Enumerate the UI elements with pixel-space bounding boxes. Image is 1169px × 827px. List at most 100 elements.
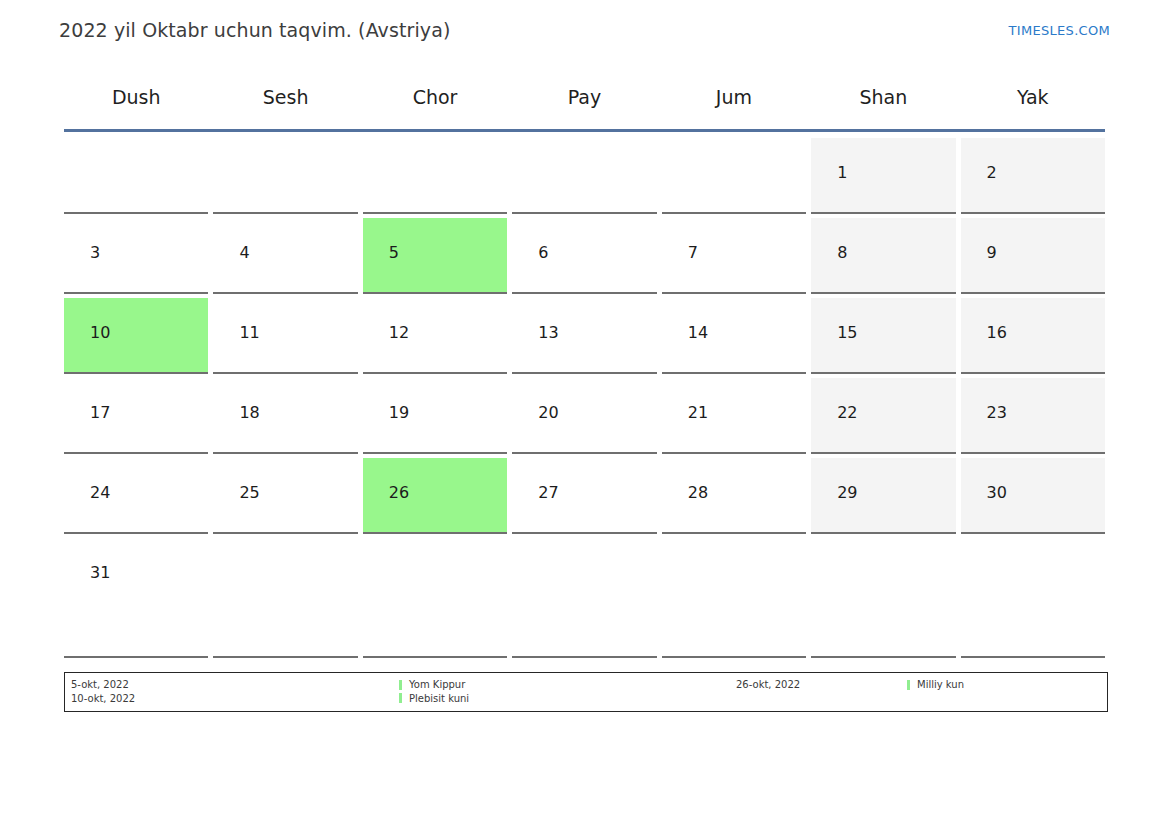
day-cell-8: 8 [811,218,955,294]
day-cell-26: 26 [363,458,507,534]
weekday-header-jum: Jum [662,86,806,109]
day-cell-13: 13 [512,298,656,374]
legend-events-column: Milliy kun [907,678,1107,692]
day-cell-17: 17 [64,378,208,454]
day-number: 20 [538,403,558,422]
day-cell-23: 23 [961,378,1105,454]
legend-box: 5-okt, 202210-okt, 2022Yom KippurPlebisi… [64,672,1108,712]
day-cell-11: 11 [213,298,357,374]
legend-line: 5-okt, 2022 [71,678,399,692]
day-cell-4: 4 [213,218,357,294]
day-number: 16 [987,323,1007,342]
legend-date: 10-okt, 2022 [71,692,135,706]
day-number: 4 [239,243,249,262]
day-cell-empty [662,538,806,658]
day-cell-20: 20 [512,378,656,454]
day-number: 17 [90,403,110,422]
day-cell-21: 21 [662,378,806,454]
day-cell-31: 31 [64,538,208,658]
day-cell-1: 1 [811,138,955,214]
day-cell-24: 24 [64,458,208,534]
day-number: 21 [688,403,708,422]
day-cell-empty [363,138,507,214]
brand-link[interactable]: TIMESLES.COM [1009,23,1110,38]
day-cell-empty [662,138,806,214]
day-cell-28: 28 [662,458,806,534]
day-number: 23 [987,403,1007,422]
legend-event-name: Milliy kun [917,678,964,692]
day-number: 7 [688,243,698,262]
legend-line: 26-okt, 2022 [736,678,907,692]
day-cell-19: 19 [363,378,507,454]
day-number: 22 [837,403,857,422]
legend-date: 5-okt, 2022 [71,678,129,692]
day-number: 27 [538,483,558,502]
day-cell-empty [961,538,1105,658]
day-cell-9: 9 [961,218,1105,294]
day-cell-16: 16 [961,298,1105,374]
day-cell-empty [213,538,357,658]
day-cell-7: 7 [662,218,806,294]
day-number: 14 [688,323,708,342]
day-cell-15: 15 [811,298,955,374]
day-cell-3: 3 [64,218,208,294]
day-number: 31 [90,563,110,582]
day-number: 2 [987,163,997,182]
weekday-header-row: DushSesh ChorPay JumShan Yak [64,75,1105,132]
legend-line: Yom Kippur [399,678,736,692]
day-cell-22: 22 [811,378,955,454]
legend-line: 10-okt, 2022 [71,692,399,706]
day-cell-12: 12 [363,298,507,374]
legend-dates-column: 26-okt, 2022 [736,678,907,692]
weekday-header-yak: Yak [961,86,1105,109]
day-number: 26 [389,483,409,502]
weekday-header-sesh: Sesh [213,86,357,109]
legend-line: Plebisit kuni [399,692,736,706]
holiday-marker-icon [399,693,402,703]
page-title: 2022 yil Oktabr uchun taqvim. (Avstriya) [59,19,450,41]
day-number: 13 [538,323,558,342]
day-cell-30: 30 [961,458,1105,534]
day-cell-6: 6 [512,218,656,294]
day-number: 30 [987,483,1007,502]
weekday-header-chor: Chor [363,86,507,109]
day-cell-empty [363,538,507,658]
holiday-marker-icon [399,680,402,690]
weekday-header-pay: Pay [512,86,656,109]
day-number: 1 [837,163,847,182]
page-header: 2022 yil Oktabr uchun taqvim. (Avstriya)… [59,19,1110,41]
day-cell-empty [512,538,656,658]
legend-dates-column: 5-okt, 202210-okt, 2022 [71,678,399,705]
day-number: 25 [239,483,259,502]
legend-events-column: Yom KippurPlebisit kuni [399,678,736,705]
calendar: DushSeshChorPayJumShanYak 12345678910111… [64,75,1105,658]
day-number: 10 [90,323,110,342]
day-cell-27: 27 [512,458,656,534]
day-number: 28 [688,483,708,502]
day-cell-2: 2 [961,138,1105,214]
day-number: 5 [389,243,399,262]
day-number: 3 [90,243,100,262]
day-number: 29 [837,483,857,502]
day-cell-18: 18 [213,378,357,454]
day-cell-empty [64,138,208,214]
weekday-header-shan: Shan [811,86,955,109]
day-number: 12 [389,323,409,342]
day-number: 24 [90,483,110,502]
day-cell-25: 25 [213,458,357,534]
legend-event-name: Plebisit kuni [409,692,469,706]
weekday-header-dush: Dush [64,86,208,109]
day-number: 11 [239,323,259,342]
legend-date: 26-okt, 2022 [736,678,800,692]
day-cell-empty [512,138,656,214]
day-cell-5: 5 [363,218,507,294]
day-number: 6 [538,243,548,262]
day-cell-14: 14 [662,298,806,374]
day-number: 8 [837,243,847,262]
day-number: 9 [987,243,997,262]
legend-line: Milliy kun [907,678,1107,692]
day-cell-empty [811,538,955,658]
day-number: 15 [837,323,857,342]
day-number: 18 [239,403,259,422]
day-number: 19 [389,403,409,422]
